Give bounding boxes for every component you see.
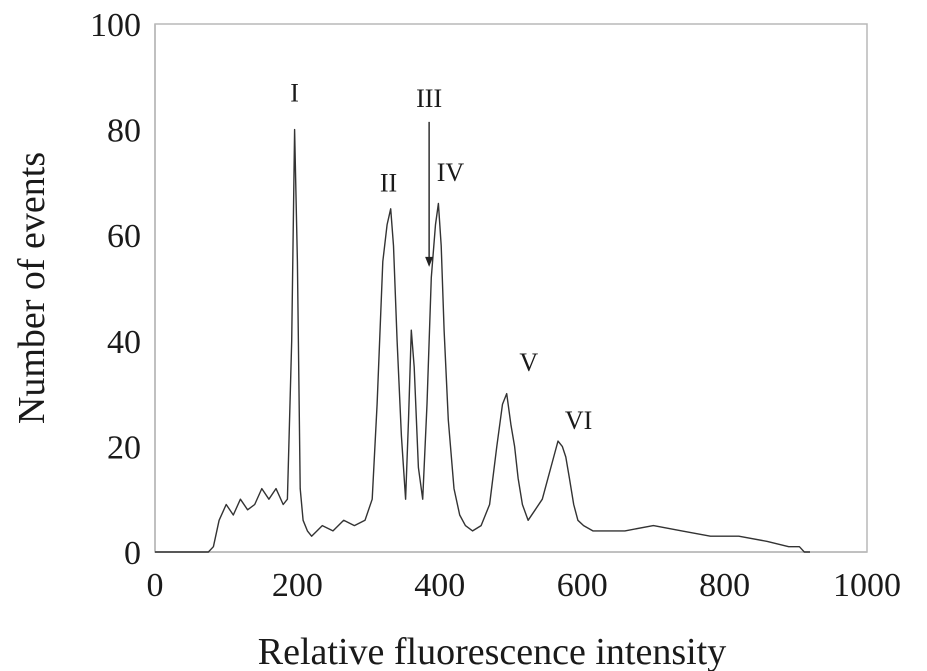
y-tick-label: 100 <box>90 7 141 44</box>
x-tick-label: 800 <box>699 567 750 604</box>
peak-arrow-head <box>425 256 434 267</box>
peak-label: II <box>380 168 397 197</box>
peak-label: IV <box>437 158 465 187</box>
peak-label: I <box>290 79 299 108</box>
plot-area-frame <box>154 23 868 553</box>
x-tick-label: 400 <box>414 567 465 604</box>
peak-label: VI <box>565 406 592 435</box>
peak-label: V <box>519 348 538 377</box>
x-tick-label: 200 <box>272 567 323 604</box>
y-tick-label: 0 <box>124 535 141 572</box>
x-tick-label: 1000 <box>833 567 901 604</box>
x-tick-label: 600 <box>557 567 608 604</box>
y-tick-labels: 0 20 40 60 80 100 <box>90 7 141 572</box>
x-tick-label: 0 <box>147 567 164 604</box>
y-tick-label: 80 <box>107 113 141 150</box>
series-line <box>155 128 810 553</box>
y-axis-title: Number of events <box>11 152 53 424</box>
y-tick-label: 20 <box>107 429 141 466</box>
y-tick-label: 60 <box>107 218 141 255</box>
x-tick-labels: 0 200 400 600 800 1000 <box>147 567 902 604</box>
peak-label: III <box>416 84 442 113</box>
x-axis-title: Relative fluorescence intensity <box>258 631 727 671</box>
y-tick-label: 40 <box>107 324 141 361</box>
